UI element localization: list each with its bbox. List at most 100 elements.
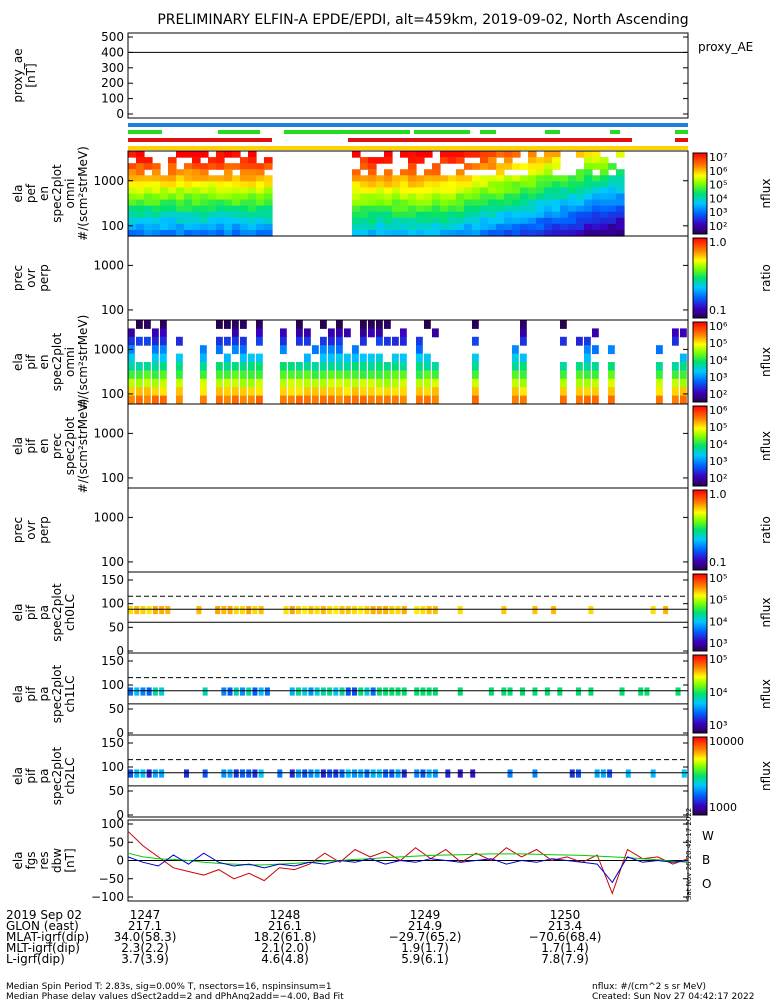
heat-cell <box>336 362 343 371</box>
heat-cell <box>440 199 449 207</box>
heat-cell <box>312 362 319 371</box>
heat-cell <box>392 199 401 207</box>
heat-cell <box>536 229 545 237</box>
heat-cell <box>216 223 225 231</box>
heat-cell <box>248 211 257 219</box>
heat-cell <box>224 217 233 225</box>
heat-cell <box>552 211 561 219</box>
heat-cell <box>136 187 145 195</box>
heat-cell <box>360 205 369 213</box>
y-axis-label: en <box>37 439 51 454</box>
fgs-series-B <box>127 852 689 866</box>
heat-cell <box>184 229 193 237</box>
heat-cell <box>280 395 287 405</box>
footer-created: Created: Sun Nov 27 04:42:17 2022 <box>592 992 754 1000</box>
heat-cell <box>144 211 153 219</box>
heat-cell <box>339 687 345 696</box>
heat-cell <box>528 223 537 231</box>
heat-cell <box>472 187 481 195</box>
y-axis-label: [nT] <box>24 63 38 87</box>
heat-cell <box>144 187 153 195</box>
footer-line-1: Median Spin Period T: 2.83s, sig=0.00% T… <box>6 982 332 992</box>
heat-cell <box>552 193 561 201</box>
heat-cell <box>296 336 303 346</box>
heat-cell <box>544 163 553 170</box>
heat-cell <box>424 181 433 189</box>
heat-cell <box>240 211 249 219</box>
heat-cell <box>200 175 209 182</box>
heat-cell <box>168 205 177 213</box>
heat-cell <box>389 687 395 696</box>
heat-cell <box>128 378 135 388</box>
heat-cell <box>445 769 451 778</box>
heat-cell <box>283 606 289 615</box>
xaxis-value: 1.9(1.7) <box>401 941 449 955</box>
heat-cell <box>424 320 431 329</box>
heat-cell <box>240 229 249 237</box>
heat-cell <box>416 205 425 213</box>
heat-cell <box>560 229 569 237</box>
heat-cell <box>432 217 441 225</box>
heat-cell <box>560 187 569 195</box>
heat-cell <box>608 163 617 170</box>
heat-cell <box>168 211 177 219</box>
heat-cell <box>136 229 145 237</box>
heat-cell <box>200 353 207 363</box>
xaxis-value: 1247 <box>130 908 161 922</box>
heat-cell <box>240 606 245 615</box>
heat-cell <box>136 157 145 164</box>
xaxis-row-label: 2019 Sep 02 <box>6 908 82 922</box>
heat-cell <box>344 328 351 338</box>
heat-cell <box>584 353 591 363</box>
heat-cell <box>184 205 193 213</box>
heat-cell <box>448 205 457 213</box>
heat-cell <box>414 687 420 696</box>
heat-cell <box>352 395 359 405</box>
heat-cell <box>496 223 505 231</box>
heat-cell <box>360 387 367 397</box>
heat-cell <box>528 181 537 189</box>
heat-cell <box>536 199 545 207</box>
colorbar-tick-label: 10⁶ <box>709 320 728 333</box>
heat-cell <box>264 157 273 164</box>
heat-cell <box>552 151 561 158</box>
heat-cell <box>160 223 169 231</box>
heat-cell <box>314 687 320 696</box>
panel-frame <box>127 32 689 119</box>
heat-cell <box>528 205 537 213</box>
heat-cell <box>333 769 339 778</box>
heat-cell <box>368 205 377 213</box>
heat-cell <box>256 362 263 371</box>
heat-cell <box>327 606 333 615</box>
heat-cell <box>208 211 217 219</box>
heat-cell <box>592 187 601 195</box>
fgs-series-W <box>127 830 689 895</box>
heat-cell <box>376 387 383 397</box>
heat-cell <box>600 223 609 231</box>
heat-cell <box>551 606 557 615</box>
heat-cell <box>152 175 161 182</box>
heat-cell <box>584 181 593 189</box>
heat-cell <box>576 169 585 176</box>
heat-cell <box>456 229 465 237</box>
panel-frame <box>127 571 689 654</box>
heat-cell <box>336 378 343 388</box>
heat-cell <box>256 320 263 329</box>
xaxis-row-label: MLAT-igrf(dip) <box>6 930 89 944</box>
heat-cell <box>136 151 145 158</box>
heat-cell <box>600 187 609 195</box>
heat-cell <box>536 217 545 225</box>
heat-cell <box>472 395 479 405</box>
heat-cell <box>672 328 679 338</box>
heat-cell <box>216 163 225 170</box>
colorbar-tick-label: 10⁴ <box>709 192 728 205</box>
heat-cell <box>312 345 319 355</box>
heat-cell <box>520 328 527 338</box>
heat-cell <box>392 187 401 195</box>
heat-cell <box>128 395 135 405</box>
heat-cell <box>424 151 433 158</box>
heat-cell <box>160 187 169 195</box>
heat-cell <box>520 163 529 170</box>
heat-cell <box>424 205 433 213</box>
heat-cell <box>200 395 207 405</box>
